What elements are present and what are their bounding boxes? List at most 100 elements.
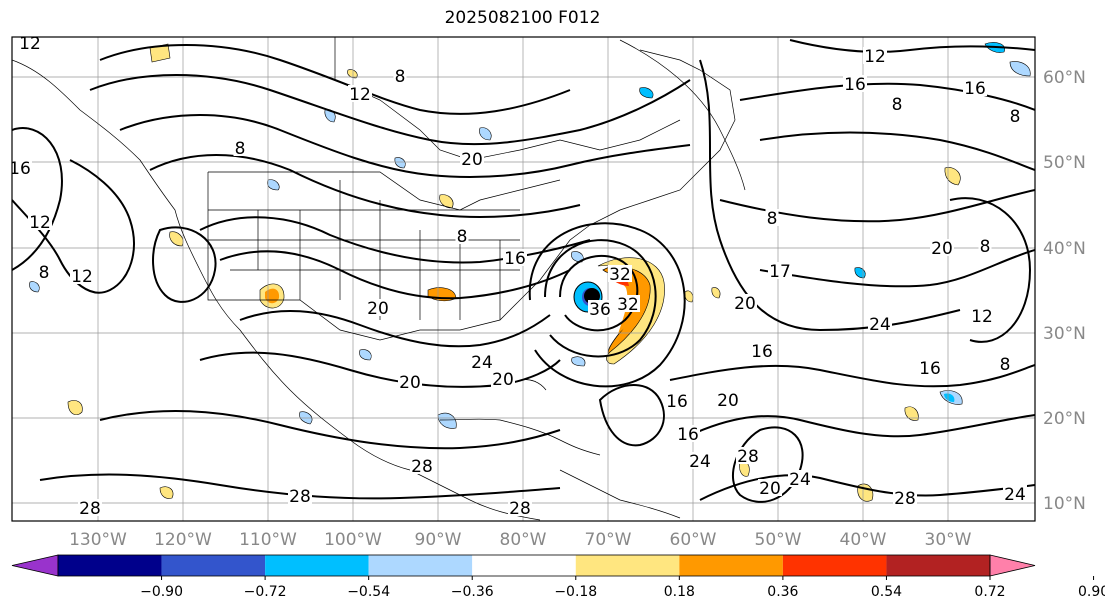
contour-label-bg — [1003, 485, 1027, 502]
colorbar-tick-label: 0.90 — [1078, 584, 1105, 600]
contour-label-bg — [688, 452, 712, 469]
longitude-labels: 130°W 120°W 110°W 100°W 90°W 80°W 70°W 6… — [69, 530, 972, 550]
lon-label: 100°W — [324, 530, 382, 550]
contour-label-bg — [750, 342, 774, 359]
contour-label: 20 — [759, 479, 781, 499]
contour-label: 12 — [29, 213, 51, 233]
contour-label: 28 — [509, 499, 531, 519]
lon-label: 60°W — [670, 530, 717, 550]
contour-label: 24 — [869, 315, 891, 335]
contour-label: 12 — [864, 47, 886, 67]
contour-label: 20 — [399, 373, 421, 393]
contour-label-bg — [765, 209, 779, 226]
lon-label: 90°W — [415, 530, 462, 550]
contour-label-bg — [890, 95, 904, 112]
contour-label-bg — [393, 67, 407, 84]
contour-label-bg — [12, 159, 32, 176]
contour-label: 36 — [589, 300, 611, 320]
colorbar-tick-label: 0.54 — [871, 584, 902, 600]
lon-label: 70°W — [585, 530, 632, 550]
contour-label: 16 — [504, 249, 526, 269]
lat-label: 60°N — [1043, 68, 1086, 88]
contour-label: 20 — [367, 299, 389, 319]
colorbar-segment — [782, 555, 887, 576]
colorbar-tick-label: −0.54 — [347, 584, 390, 600]
contour-label: 8 — [980, 237, 991, 257]
contour-label: 12 — [971, 307, 993, 327]
contour-label-bg — [508, 499, 532, 516]
lon-label: 50°W — [755, 530, 802, 550]
yellow-band-storm — [597, 257, 665, 365]
contour-label: 28 — [737, 447, 759, 467]
contour-label: 20 — [461, 150, 483, 170]
contour-label: 32 — [609, 265, 631, 285]
contour-label-bg — [665, 392, 689, 409]
colorbar-segment — [368, 555, 473, 576]
contour-label-bg — [918, 359, 942, 376]
lon-label: 40°W — [840, 530, 887, 550]
contour-label: 28 — [79, 499, 101, 519]
contour-label-bg — [588, 300, 612, 317]
contour-label-bg — [970, 307, 994, 324]
contour-label: 17 — [769, 262, 791, 282]
contour-label-bg — [348, 85, 372, 102]
contour-label: 24 — [471, 353, 493, 373]
contour-label: 28 — [411, 457, 433, 477]
contour-label: 8 — [235, 139, 246, 159]
colorbar-tick-label: −0.72 — [244, 584, 287, 600]
colorbar-frame — [57, 554, 991, 577]
colorbar-segment — [679, 555, 783, 576]
lon-label: 30°W — [925, 530, 972, 550]
contour-label: 16 — [666, 392, 688, 412]
contour-label: 8 — [39, 263, 50, 283]
contour-label-bg — [616, 295, 640, 312]
contour-label-bg — [470, 353, 494, 370]
colorbar-segment — [886, 555, 990, 576]
contour-label-bg — [768, 262, 792, 279]
contour-label: 8 — [457, 227, 468, 247]
contour-label-bg — [491, 370, 515, 387]
contour-label: 28 — [289, 487, 311, 507]
contour-label-bg — [366, 299, 390, 316]
contour-label: 12 — [19, 34, 41, 54]
contour-label-bg — [788, 470, 812, 487]
latitude-labels: 60°N 50°N 40°N 30°N 20°N 10°N — [1043, 68, 1086, 514]
contour-label: 16 — [9, 159, 31, 179]
contour-label-bg — [28, 213, 52, 230]
colorbar-segment — [161, 555, 266, 576]
contour-label-bg — [37, 263, 51, 280]
contour-label-bg — [410, 457, 434, 474]
colorbar-extend-high — [989, 554, 1036, 577]
contour-label-bg — [288, 487, 312, 504]
contour-label-bg — [608, 265, 632, 282]
colorbar-segment — [472, 555, 576, 576]
contour-label-bg — [733, 294, 757, 311]
contour-label: 20 — [931, 239, 953, 259]
orange-inner-storm — [608, 271, 645, 334]
lat-label: 30°N — [1043, 324, 1086, 344]
contour-label: 8 — [892, 95, 903, 115]
contour-label-bg — [716, 391, 740, 408]
contour-label-bg — [233, 139, 247, 156]
contour-label-bg — [736, 447, 760, 464]
colorbar-tick-label: 0.36 — [767, 584, 798, 600]
contour-label-bg — [893, 489, 917, 506]
contour-label-bg — [398, 373, 422, 390]
colorbar: −0.90 −0.72 −0.54 −0.36 −0.18 0.18 0.36 0.54 0.7… — [11, 554, 1105, 600]
contour-label: 20 — [734, 294, 756, 314]
contour-label-bg — [843, 75, 867, 92]
lat-label: 40°N — [1043, 239, 1086, 259]
contour-label: 8 — [395, 67, 406, 87]
lon-label: 110°W — [239, 530, 297, 550]
lon-label: 130°W — [69, 530, 127, 550]
contour-label: 16 — [919, 359, 941, 379]
contour-label-bg — [863, 47, 887, 64]
colorbar-segment — [575, 555, 680, 576]
contour-label: 16 — [751, 342, 773, 362]
contour-label: 24 — [1004, 485, 1026, 505]
contour-label: 8 — [1000, 355, 1011, 375]
lat-label: 10°N — [1043, 494, 1086, 514]
